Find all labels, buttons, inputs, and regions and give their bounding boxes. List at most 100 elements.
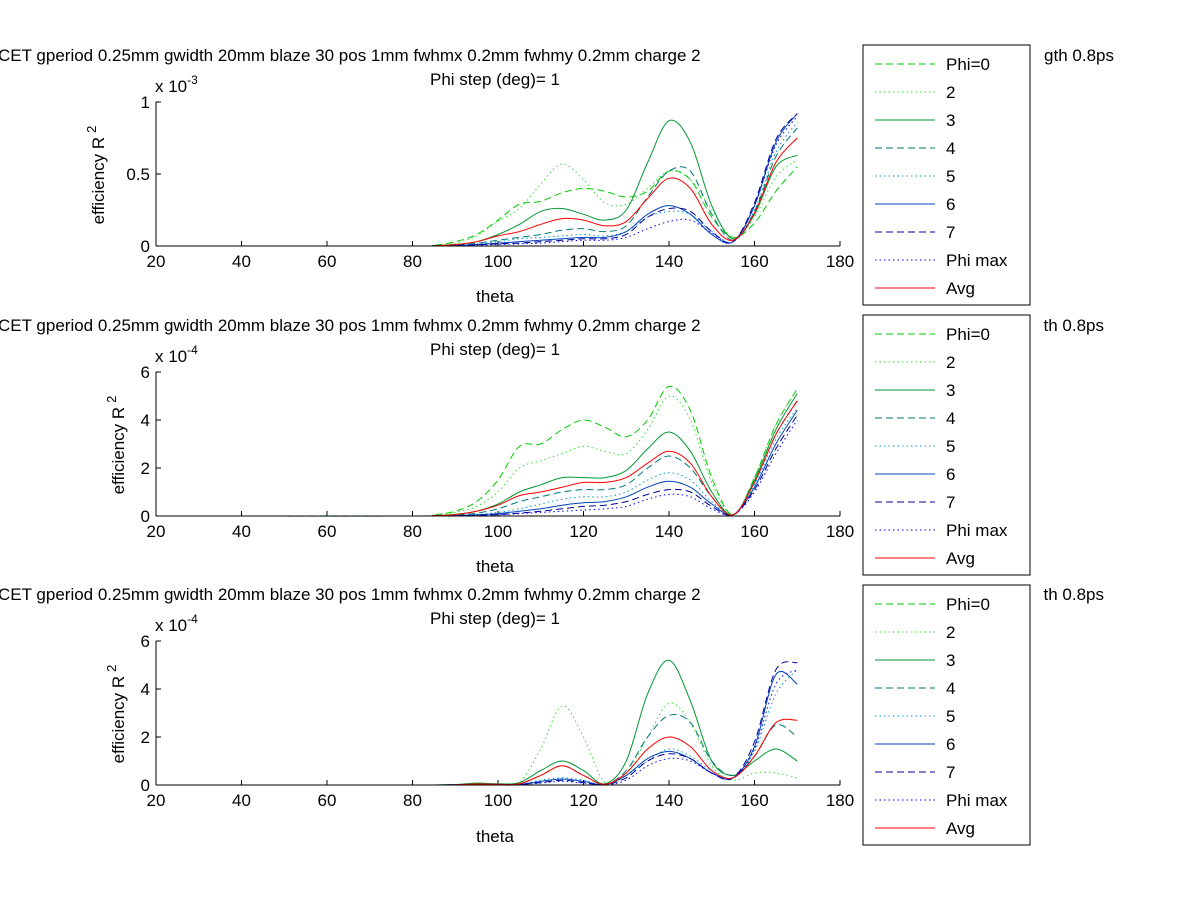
series-line-7 [198, 116, 798, 247]
x-tick-label: 180 [826, 252, 854, 271]
series-line-3 [198, 127, 798, 247]
legend-label: Avg [946, 549, 975, 568]
x-tick-label: 40 [232, 252, 251, 271]
legend-2: Phi=0 2 3 4 5 6 7 Phi max Avg [862, 314, 1031, 576]
x-tick-label: 20 [147, 791, 166, 810]
legend-label: 3 [946, 381, 955, 400]
subplot-2-subtitle: Phi step (deg)= 1 [430, 340, 560, 359]
series-line-0 [198, 385, 798, 517]
series-line-8 [198, 400, 798, 517]
x-tick-label: 140 [655, 522, 683, 541]
legend-label: 4 [946, 409, 955, 428]
x-tick-label: 100 [484, 522, 512, 541]
legend-1: Phi=0 2 3 4 5 6 7 Phi max Avg [862, 44, 1031, 306]
legend-label: Phi=0 [946, 595, 990, 614]
subplot-1-title-tail: gth 0.8ps [1044, 46, 1114, 65]
x-tick-label: 140 [655, 252, 683, 271]
series-line-6 [198, 113, 798, 247]
subplot-3-xlabel: theta [476, 827, 514, 846]
x-tick-label: 60 [318, 252, 337, 271]
legend-label: Avg [946, 819, 975, 838]
legend-label: 3 [946, 111, 955, 130]
legend-label: 5 [946, 707, 955, 726]
legend-label: 4 [946, 139, 955, 158]
y-tick-label: 0.5 [126, 165, 150, 184]
series-line-7 [198, 669, 798, 786]
legend-label: 2 [946, 83, 955, 102]
legend-label: 7 [946, 493, 955, 512]
legend-label: 5 [946, 167, 955, 186]
x-tick-label: 80 [403, 791, 422, 810]
legend-label: Phi=0 [946, 55, 990, 74]
x-tick-label: 140 [655, 791, 683, 810]
series-line-1 [198, 702, 798, 787]
legend-3: Phi=0 2 3 4 5 6 7 Phi max Avg [862, 584, 1031, 846]
legend-label: 3 [946, 651, 955, 670]
x-tick-label: 160 [740, 791, 768, 810]
x-tick-label: 100 [484, 252, 512, 271]
series-line-7 [198, 419, 798, 517]
subplot-2-xlabel: theta [476, 557, 514, 576]
y-tick-label: 2 [141, 728, 150, 747]
legend-box [862, 584, 1031, 846]
x-tick-label: 40 [232, 522, 251, 541]
subplot-2-axes: 20 40 60 80 100 120 140 160 180 0 2 4 6 [141, 363, 855, 541]
subplot-1-ylabel: efficiency R2 [84, 126, 108, 225]
y-tick-label: 4 [141, 411, 150, 430]
legend-box [862, 314, 1031, 576]
legend-label: Phi max [946, 791, 1008, 810]
subplot-2-title-tail: th 0.8ps [1044, 316, 1105, 335]
subplot-1: CET gperiod 0.25mm gwidth 20mm blaze 30 … [0, 46, 1114, 306]
x-tick-label: 40 [232, 791, 251, 810]
y-tick-label: 1 [141, 93, 150, 112]
subplot-3-axes: 20 40 60 80 100 120 140 160 180 0 2 4 6 [141, 632, 855, 810]
legend-label: Phi=0 [946, 325, 990, 344]
x-tick-label: 180 [826, 791, 854, 810]
legend-label: Avg [946, 279, 975, 298]
subplot-1-exponent: x 10-3 [155, 73, 198, 96]
x-tick-label: 160 [740, 522, 768, 541]
legend-label: Phi max [946, 521, 1008, 540]
y-tick-label: 0 [141, 776, 150, 795]
subplot-3-exponent: x 10-4 [155, 612, 198, 635]
subplot-3-title-tail: th 0.8ps [1044, 585, 1105, 604]
y-tick-label: 6 [141, 632, 150, 651]
legend-label: 5 [946, 437, 955, 456]
legend-label: 7 [946, 223, 955, 242]
y-tick-label: 6 [141, 363, 150, 382]
subplot-1-subtitle: Phi step (deg)= 1 [430, 70, 560, 89]
x-tick-label: 120 [569, 522, 597, 541]
subplot-3-subtitle: Phi step (deg)= 1 [430, 609, 560, 628]
legend-label: 4 [946, 679, 955, 698]
legend-label: 6 [946, 735, 955, 754]
legend-label: 6 [946, 195, 955, 214]
x-tick-label: 100 [484, 791, 512, 810]
series-line-8 [198, 137, 798, 247]
y-tick-label: 2 [141, 459, 150, 478]
x-tick-label: 20 [147, 252, 166, 271]
x-tick-label: 60 [318, 791, 337, 810]
legend-label: 6 [946, 465, 955, 484]
x-tick-label: 160 [740, 252, 768, 271]
x-tick-label: 60 [318, 522, 337, 541]
subplot-2-title: CET gperiod 0.25mm gwidth 20mm blaze 30 … [0, 316, 701, 335]
legend-box [862, 44, 1031, 306]
legend-label: 2 [946, 353, 955, 372]
x-tick-label: 120 [569, 791, 597, 810]
x-tick-label: 180 [826, 522, 854, 541]
x-tick-label: 120 [569, 252, 597, 271]
subplot-2-exponent: x 10-4 [155, 343, 198, 366]
subplot-1-title: CET gperiod 0.25mm gwidth 20mm blaze 30 … [0, 46, 701, 65]
legend-label: Phi max [946, 251, 1008, 270]
y-tick-label: 0 [141, 507, 150, 526]
subplot-2-ylabel: efficiency R2 [104, 396, 128, 495]
series-line-4 [198, 407, 798, 517]
y-tick-label: 0 [141, 237, 150, 256]
subplot-3-title: CET gperiod 0.25mm gwidth 20mm blaze 30 … [0, 585, 701, 604]
x-tick-label: 80 [403, 252, 422, 271]
legend-label: 2 [946, 623, 955, 642]
legend-label: 7 [946, 763, 955, 782]
subplot-3: CET gperiod 0.25mm gwidth 20mm blaze 30 … [0, 585, 1104, 846]
y-tick-label: 4 [141, 680, 150, 699]
